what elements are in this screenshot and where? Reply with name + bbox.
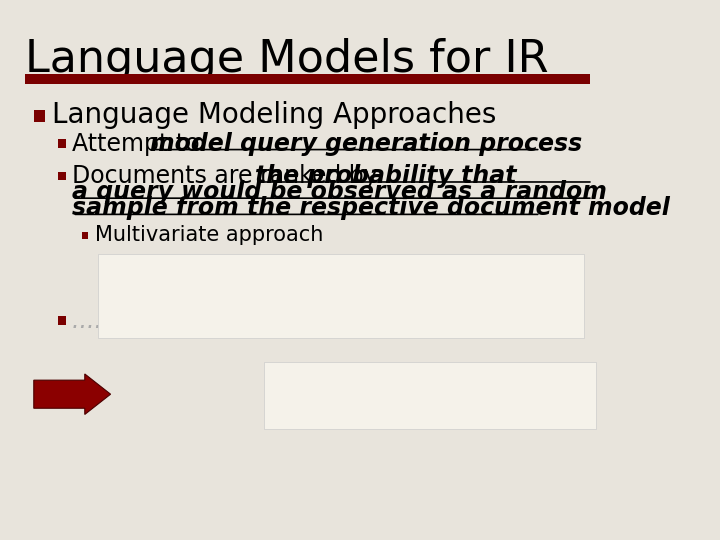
Text: ................. approach: ................. approach (73, 309, 319, 333)
Text: Language Modeling Approaches: Language Modeling Approaches (53, 101, 497, 129)
Text: Language Models for IR: Language Models for IR (24, 38, 548, 81)
Bar (58, 139, 66, 148)
FancyBboxPatch shape (24, 74, 590, 84)
Text: the probability that: the probability that (255, 164, 516, 188)
Text: Documents are ranked by: Documents are ranked by (73, 164, 386, 188)
FancyBboxPatch shape (99, 254, 584, 338)
Text: Attempt to: Attempt to (73, 132, 207, 156)
Bar (34, 110, 45, 122)
Bar (81, 232, 89, 239)
Text: $P(Q|M_D) = \prod_{w} P(w|M_D)^{q_w}$: $P(Q|M_D) = \prod_{w} P(w|M_D)^{q_w}$ (328, 377, 531, 414)
Text: $P(Q|M_D) = \prod_{w \in Q} P(w|M_D) \prod_{w \notin Q} (1 - P(w|M_D))$: $P(Q|M_D) = \prod_{w \in Q} P(w|M_D) \pr… (194, 277, 488, 315)
Bar (58, 316, 66, 325)
Text: Multivariate approach: Multivariate approach (95, 225, 323, 246)
FancyArrow shape (34, 374, 111, 415)
Text: a query would be observed as a random: a query would be observed as a random (73, 180, 608, 204)
Text: sample from the respective document model: sample from the respective document mode… (73, 197, 670, 220)
FancyBboxPatch shape (264, 362, 596, 429)
Text: model query generation process: model query generation process (150, 132, 582, 156)
Bar (58, 172, 66, 180)
